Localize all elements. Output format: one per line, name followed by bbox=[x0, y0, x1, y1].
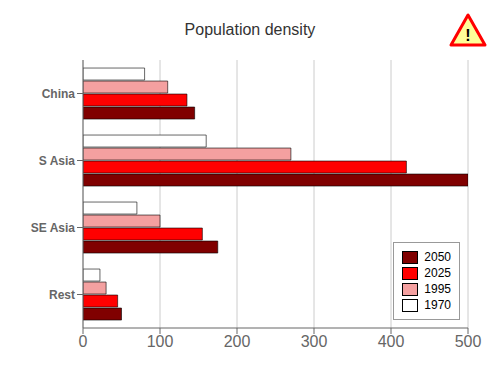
html-text:2050: 2050 bbox=[424, 250, 451, 264]
svg-text:China: China bbox=[42, 87, 76, 101]
svg-text:SE Asia: SE Asia bbox=[31, 221, 76, 235]
svg-text:S Asia: S Asia bbox=[39, 154, 76, 168]
html-text:2025: 2025 bbox=[424, 266, 451, 280]
svg-text:500: 500 bbox=[455, 333, 482, 350]
svg-text:200: 200 bbox=[224, 333, 251, 350]
svg-text:0: 0 bbox=[79, 333, 88, 350]
html-text:1995: 1995 bbox=[424, 282, 451, 296]
svg-text:Rest: Rest bbox=[49, 288, 75, 302]
html-text:Population density: Population density bbox=[184, 21, 316, 38]
svg-text:400: 400 bbox=[378, 333, 405, 350]
svg-text:100: 100 bbox=[147, 333, 174, 350]
svg-text:!: ! bbox=[465, 27, 470, 44]
html-text:1970: 1970 bbox=[424, 298, 451, 312]
svg-text:300: 300 bbox=[301, 333, 328, 350]
